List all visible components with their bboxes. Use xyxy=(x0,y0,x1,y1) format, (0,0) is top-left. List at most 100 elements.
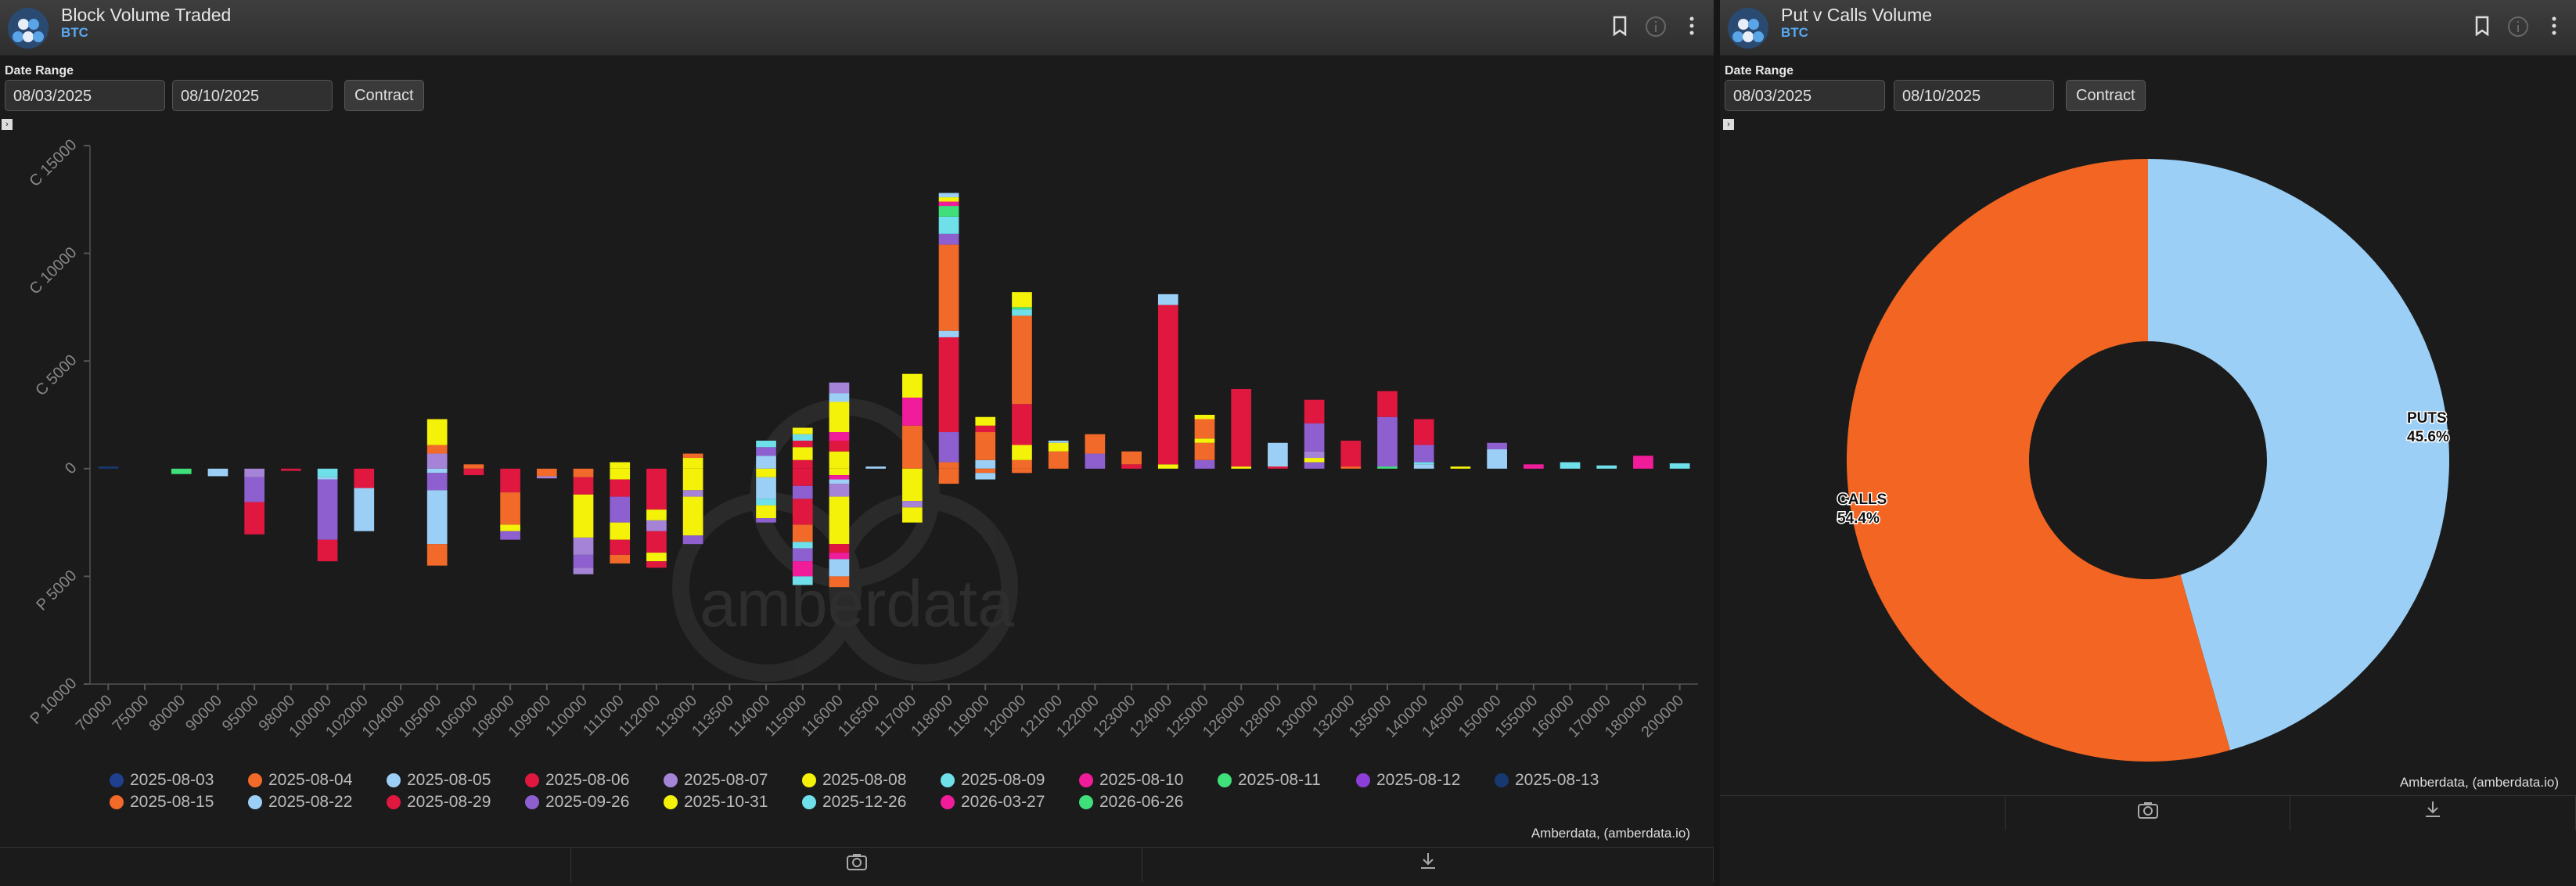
legend-item[interactable]: 2025-08-04 xyxy=(248,771,352,790)
bar-segment-call xyxy=(1377,416,1398,467)
bookmark-icon[interactable] xyxy=(1609,16,1631,38)
contract-button[interactable]: Contract xyxy=(2066,80,2146,111)
amberdata-logo-icon xyxy=(8,8,49,49)
put-call-panel: Put v Calls Volume BTC Date Range 08/03/… xyxy=(1720,0,2576,886)
legend-swatch xyxy=(1356,773,1370,787)
legend-item[interactable]: 2025-08-22 xyxy=(248,793,352,812)
bar-segment-put xyxy=(792,548,813,562)
legend-item[interactable]: 2025-08-08 xyxy=(802,771,906,790)
bar-segment-call xyxy=(792,441,813,448)
legend-item[interactable]: 2026-06-26 xyxy=(1079,793,1183,812)
date-from-input[interactable]: 08/03/2025 xyxy=(1725,80,1885,111)
panel-header: Block Volume Traded BTC xyxy=(0,0,1714,56)
bar-segment-call xyxy=(1413,419,1434,445)
more-vertical-icon[interactable] xyxy=(2543,16,2565,38)
bar-segment-call xyxy=(1413,462,1434,465)
bar-segment-put xyxy=(682,535,703,545)
bar-segment-put xyxy=(829,576,850,588)
legend-item[interactable]: 2025-10-31 xyxy=(664,793,768,812)
info-icon[interactable] xyxy=(2507,16,2529,38)
legend-item[interactable]: 2025-08-09 xyxy=(941,771,1045,790)
bar-segment-put xyxy=(646,553,667,562)
date-to-input[interactable]: 08/10/2025 xyxy=(1894,80,2054,111)
legend-label: 2025-08-03 xyxy=(130,771,214,789)
slice-value-label: 45.6% xyxy=(2407,429,2449,445)
bar-segment-call xyxy=(1194,459,1215,469)
pie-slice-calls[interactable] xyxy=(1847,158,2231,762)
bar-segment-call xyxy=(1194,438,1215,443)
bar-segment-call xyxy=(1231,466,1252,469)
legend-item[interactable]: 2025-08-07 xyxy=(664,771,768,790)
bar-segment-call xyxy=(1121,451,1142,465)
bar-segment-put xyxy=(610,468,631,480)
legend-label: 2025-08-11 xyxy=(1238,771,1321,789)
bookmark-icon[interactable] xyxy=(2471,16,2493,38)
legend-item[interactable]: 2025-08-05 xyxy=(387,771,491,790)
bar-segment-call xyxy=(829,451,850,469)
bar-segment-call xyxy=(829,382,850,394)
bar-segment-call xyxy=(829,393,850,402)
bar-segment-call xyxy=(1012,315,1032,405)
legend-item[interactable]: 2026-03-27 xyxy=(941,793,1045,812)
legend-label: 2026-03-27 xyxy=(961,793,1045,811)
more-vertical-icon[interactable] xyxy=(1681,16,1703,38)
bar-segment-call xyxy=(1012,309,1032,316)
legend-swatch xyxy=(248,795,262,809)
legend-swatch xyxy=(110,795,124,809)
date-from-input[interactable]: 08/03/2025 xyxy=(5,80,165,111)
screenshot-button[interactable] xyxy=(2006,796,2291,830)
screenshot-button[interactable] xyxy=(571,848,1142,882)
bar-segment-call xyxy=(463,464,484,469)
bar-segment-call xyxy=(792,427,813,434)
y-tick-label: P 5000 xyxy=(33,567,80,614)
download-button[interactable] xyxy=(2290,796,2576,830)
legend-item[interactable]: 2025-08-13 xyxy=(1495,771,1599,790)
info-icon[interactable] xyxy=(1645,16,1667,38)
bar-segment-call xyxy=(1340,441,1362,467)
x-tick-label: 70000 xyxy=(73,692,116,735)
legend-swatch xyxy=(664,773,678,787)
y-tick-label: 0 xyxy=(62,459,80,477)
legend-label: 2025-08-22 xyxy=(268,793,353,811)
legend-item[interactable]: 2025-08-10 xyxy=(1079,771,1183,790)
legend-swatch xyxy=(802,773,816,787)
legend-swatch xyxy=(941,773,955,787)
bar-segment-call xyxy=(1596,465,1617,469)
legend-item[interactable]: 2025-08-29 xyxy=(387,793,491,812)
bar-segment-put xyxy=(756,505,776,519)
legend-item[interactable]: 2025-08-11 xyxy=(1218,771,1321,790)
y-tick-label: C 15000 xyxy=(27,136,81,190)
legend-item[interactable]: 2025-12-26 xyxy=(802,793,906,812)
bar-segment-put xyxy=(646,520,667,531)
bar-segment-call xyxy=(1194,419,1215,439)
bar-segment-call xyxy=(938,197,959,202)
bar-segment-call xyxy=(1304,423,1325,452)
legend-swatch xyxy=(110,773,124,787)
legend-item[interactable]: 2025-08-12 xyxy=(1356,771,1460,790)
expand-toggle-icon[interactable]: › xyxy=(2,119,13,130)
download-button[interactable] xyxy=(1142,848,1714,882)
legend-item[interactable]: 2025-08-06 xyxy=(525,771,629,790)
bar-segment-put xyxy=(646,531,667,553)
legend-item[interactable]: 2025-08-03 xyxy=(110,771,214,790)
bar-segment-call xyxy=(1157,304,1178,465)
expand-toggle-icon[interactable]: › xyxy=(1723,119,1734,130)
footer-spacer xyxy=(0,848,571,882)
bar-segment-call xyxy=(98,466,119,469)
bar-segment-call xyxy=(975,432,996,460)
bar-segment-put xyxy=(354,468,375,488)
bar-segment-put xyxy=(426,544,448,566)
bar-segment-call xyxy=(1121,464,1142,469)
bar-segment-call xyxy=(1340,466,1362,469)
bar-segment-put xyxy=(829,553,850,560)
contract-button[interactable]: Contract xyxy=(344,80,424,111)
date-to-input[interactable]: 08/10/2025 xyxy=(172,80,333,111)
bar-segment-put xyxy=(829,544,850,553)
bar-segment-call xyxy=(682,453,703,459)
y-tick-label: C 10000 xyxy=(27,244,81,298)
legend-item[interactable]: 2025-09-26 xyxy=(525,793,629,812)
pie-slice-puts[interactable] xyxy=(2148,159,2449,751)
legend-label: 2026-06-26 xyxy=(1099,793,1184,811)
bar-segment-put xyxy=(975,468,996,474)
legend-item[interactable]: 2025-08-15 xyxy=(110,793,214,812)
